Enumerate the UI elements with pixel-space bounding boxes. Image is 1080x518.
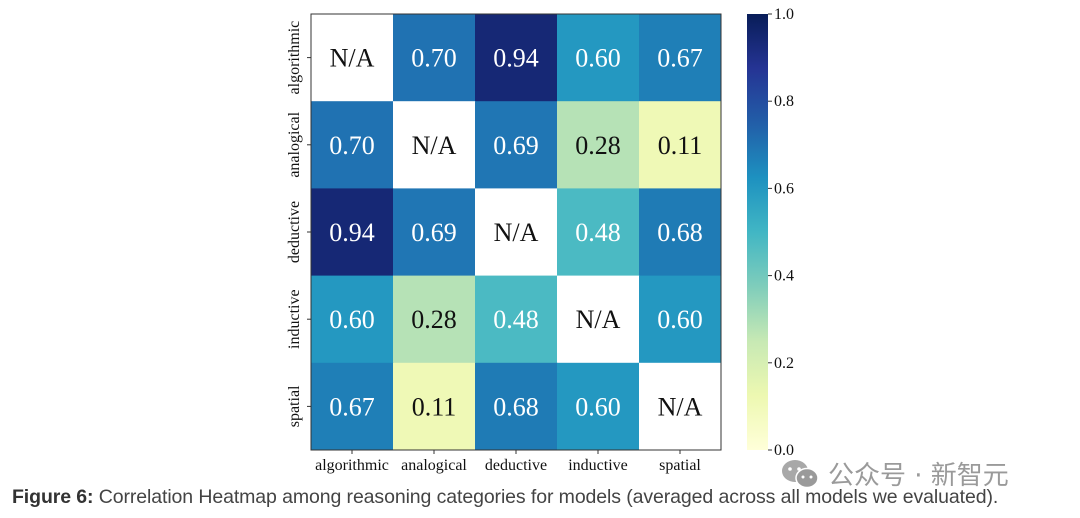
wechat-icon bbox=[780, 459, 820, 489]
watermark: 公众号 · 新智元 bbox=[780, 455, 1009, 492]
heatmap-cell bbox=[311, 101, 394, 189]
heatmap-cell bbox=[311, 188, 394, 277]
cell-value-label: 0.67 bbox=[657, 44, 703, 73]
colorbar-tick-label: 1.0 bbox=[774, 6, 794, 23]
heatmap-cell bbox=[557, 362, 640, 451]
heatmap-cell bbox=[639, 101, 722, 189]
heatmap-cell bbox=[311, 362, 394, 451]
x-axis-ticks: algorithmic analogical deductive inductive s… bbox=[315, 450, 701, 474]
cell-value-label: 0.68 bbox=[657, 218, 703, 247]
x-tick-label: analogical bbox=[401, 457, 467, 474]
cell-value-label: 0.60 bbox=[329, 305, 375, 334]
watermark-text: 公众号 · 新智元 bbox=[828, 461, 1009, 491]
colorbar bbox=[747, 14, 768, 450]
caption-label: Figure 6: bbox=[12, 486, 94, 508]
x-tick-label: spatial bbox=[659, 457, 701, 474]
cell-value-label: 0.69 bbox=[493, 131, 539, 160]
heatmap-chart: N/A 0.70 0.94 0.60 0.67 0.70 N/A 0.69 0.28 0.11 0.… bbox=[286, 6, 794, 474]
colorbar-tick-label: 0.6 bbox=[774, 180, 794, 197]
heatmap-cell bbox=[475, 14, 558, 102]
cell-label-na: N/A bbox=[412, 131, 457, 160]
x-tick-label: deductive bbox=[485, 457, 547, 474]
y-axis-ticks: algorithmic analogical deductive inductive s… bbox=[286, 21, 311, 427]
y-tick-label: inductive bbox=[286, 289, 303, 349]
cell-value-label: 0.28 bbox=[411, 305, 457, 334]
heatmap-cell bbox=[639, 275, 722, 364]
colorbar-ticks: 0.0 0.2 0.4 0.6 0.8 1.0 bbox=[768, 6, 794, 459]
cell-value-label: 0.60 bbox=[575, 392, 621, 421]
y-tick-label: deductive bbox=[286, 201, 303, 263]
cell-value-label: 0.11 bbox=[658, 131, 703, 160]
y-tick-label: algorithmic bbox=[286, 21, 303, 95]
cell-label-na: N/A bbox=[658, 392, 703, 421]
cell-label-na: N/A bbox=[330, 44, 375, 73]
y-tick-label: analogical bbox=[286, 111, 303, 177]
cell-value-label: 0.67 bbox=[329, 392, 375, 421]
heatmap-cells: N/A 0.70 0.94 0.60 0.67 0.70 N/A 0.69 0.28 0.11 0.… bbox=[311, 14, 722, 451]
x-tick-label: inductive bbox=[568, 457, 628, 474]
cell-value-label: 0.60 bbox=[575, 44, 621, 73]
colorbar-tick-label: 0.4 bbox=[774, 268, 794, 285]
cell-value-label: 0.69 bbox=[411, 218, 457, 247]
heatmap-cell bbox=[393, 14, 476, 102]
cell-value-label: 0.11 bbox=[412, 392, 457, 421]
caption-text: Correlation Heatmap among reasoning cate… bbox=[93, 486, 999, 508]
heatmap-cell bbox=[393, 362, 476, 451]
heatmap-cell bbox=[639, 362, 722, 451]
heatmap-cell bbox=[475, 275, 558, 364]
heatmap-cell bbox=[475, 101, 558, 189]
cell-value-label: 0.28 bbox=[575, 131, 621, 160]
heatmap-cell bbox=[475, 362, 558, 451]
cell-value-label: 0.70 bbox=[411, 44, 457, 73]
y-tick-label: spatial bbox=[286, 385, 303, 427]
heatmap-cell bbox=[311, 275, 394, 364]
heatmap-cell bbox=[639, 188, 722, 277]
cell-label-na: N/A bbox=[494, 218, 539, 247]
cell-value-label: 0.60 bbox=[657, 305, 703, 334]
heatmap-cell bbox=[557, 101, 640, 189]
cell-value-label: 0.68 bbox=[493, 392, 539, 421]
cell-value-label: 0.70 bbox=[329, 131, 375, 160]
heatmap-cell bbox=[557, 275, 640, 364]
heatmap-cell bbox=[639, 14, 722, 102]
colorbar-tick-label: 0.2 bbox=[774, 355, 794, 372]
heatmap-cell bbox=[393, 101, 476, 189]
cell-label-na: N/A bbox=[576, 305, 621, 334]
colorbar-tick-label: 0.0 bbox=[774, 442, 794, 459]
cell-value-label: 0.48 bbox=[493, 305, 539, 334]
x-tick-label: algorithmic bbox=[315, 457, 389, 474]
heatmap-cell bbox=[393, 275, 476, 364]
cell-value-label: 0.48 bbox=[575, 218, 621, 247]
heatmap-cell bbox=[557, 188, 640, 277]
heatmap-cell bbox=[311, 14, 394, 102]
cell-value-label: 0.94 bbox=[493, 44, 539, 73]
colorbar-tick-label: 0.8 bbox=[774, 93, 794, 110]
figure-caption: Figure 6: Correlation Heatmap among reas… bbox=[12, 486, 998, 509]
heatmap-cell bbox=[475, 188, 558, 277]
heatmap-cell bbox=[393, 188, 476, 277]
cell-value-label: 0.94 bbox=[329, 218, 375, 247]
heatmap-cell bbox=[557, 14, 640, 102]
